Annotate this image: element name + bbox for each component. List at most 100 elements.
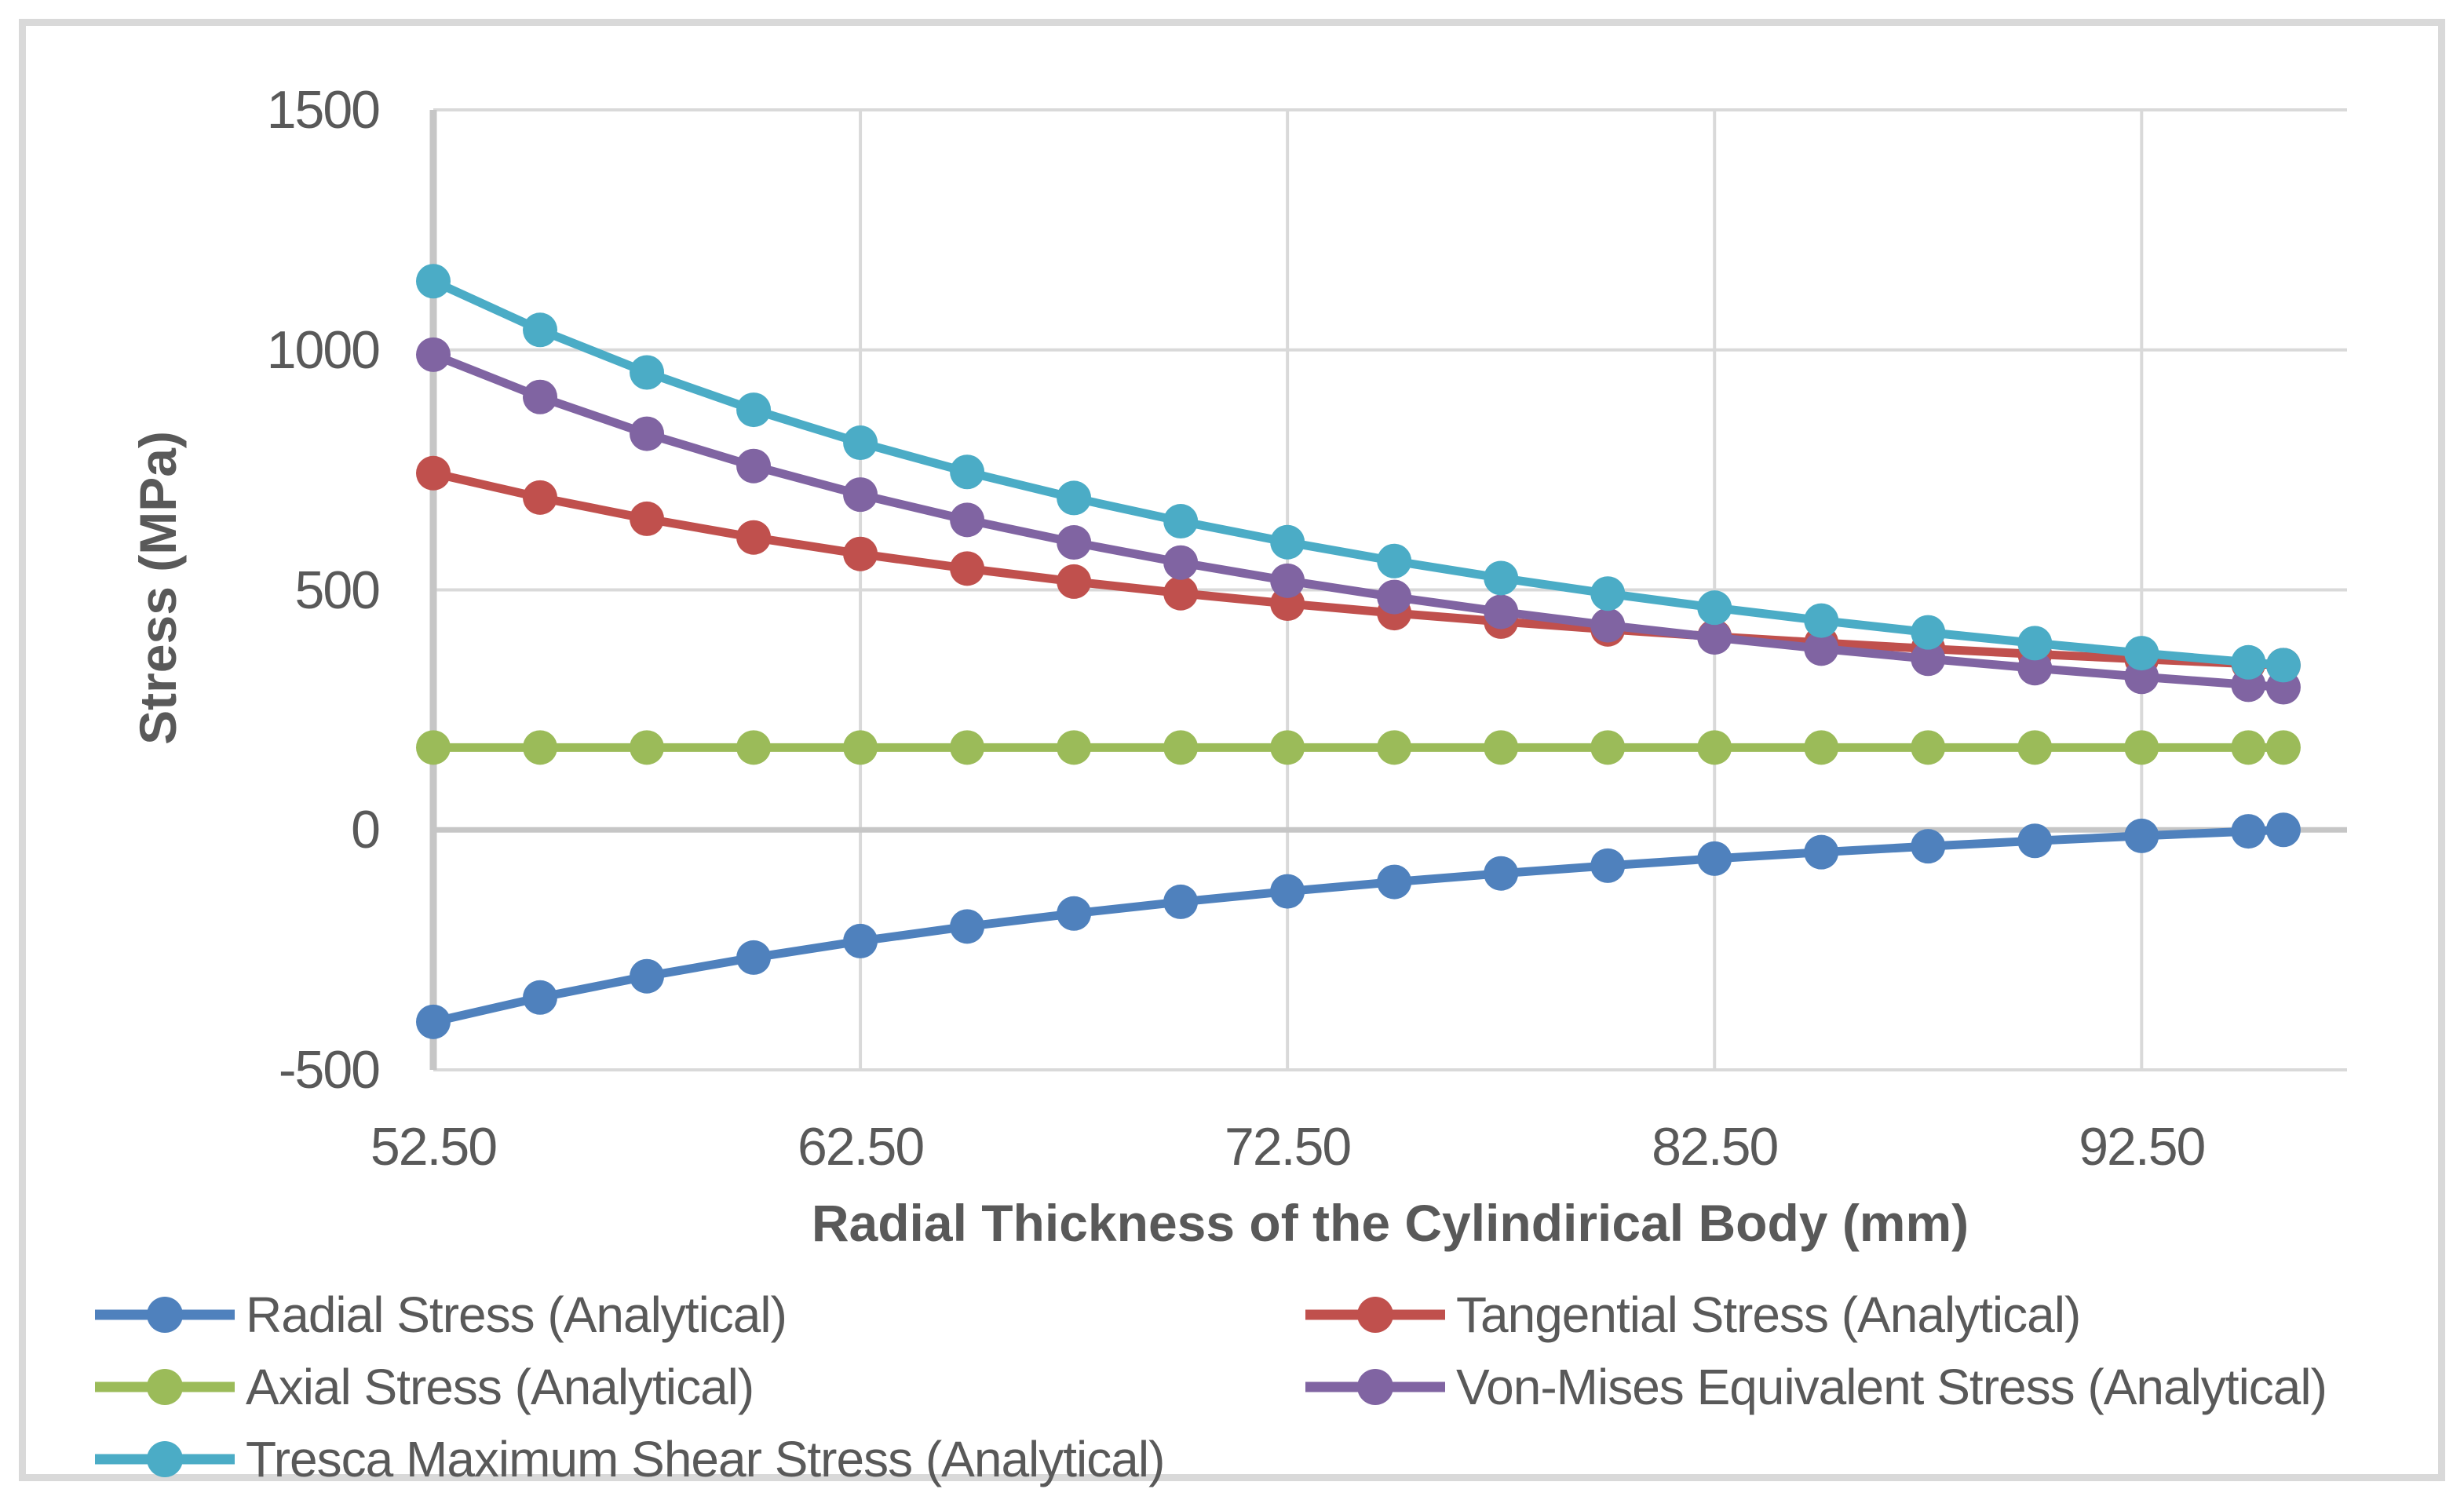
- data-point-marker: [950, 551, 985, 586]
- data-point-marker: [1163, 504, 1199, 539]
- data-point-marker: [2017, 626, 2053, 661]
- data-point-marker: [1377, 543, 1412, 578]
- data-point-marker: [1590, 608, 1626, 643]
- data-point-marker: [736, 448, 772, 484]
- data-point-marker: [2124, 818, 2159, 853]
- y-tick-label: 1000: [266, 319, 381, 380]
- data-point-marker: [843, 425, 878, 461]
- data-point-marker: [1697, 730, 1732, 765]
- data-point-marker: [630, 355, 665, 390]
- data-point-marker: [1270, 524, 1305, 560]
- chart-frame: 1500 1000 500 0 -500 52.50 62.50 72.50 82.50 92.…: [19, 19, 2445, 1487]
- data-point-marker: [1911, 641, 1946, 677]
- data-point-marker: [1057, 564, 1092, 599]
- legend-label: Tangential Stress (Analytical): [1456, 1286, 2081, 1343]
- data-point-marker: [2124, 636, 2159, 671]
- data-point-marker: [2017, 823, 2053, 859]
- data-point-marker: [1804, 730, 1839, 765]
- data-point-marker: [416, 1004, 451, 1039]
- data-point-marker: [630, 730, 665, 765]
- legend-label: Tresca Maximum Shear Stress (Analytical): [246, 1431, 1165, 1487]
- data-point-marker: [1590, 848, 1626, 883]
- data-point-marker: [1057, 480, 1092, 516]
- data-point-marker: [523, 980, 558, 1015]
- data-point-marker: [1804, 834, 1839, 870]
- data-point-marker: [1697, 620, 1732, 655]
- data-point-marker: [630, 958, 665, 994]
- data-point-marker: [1911, 730, 1946, 765]
- data-point-marker: [1163, 545, 1199, 580]
- data-point-marker: [416, 264, 451, 299]
- series-line: [432, 825, 2284, 1027]
- data-point-marker: [2231, 814, 2266, 849]
- legend-label: Radial Stress (Analytical): [246, 1286, 787, 1343]
- data-point-marker: [736, 940, 772, 975]
- y-tick-label: -500: [278, 1040, 381, 1100]
- data-point-marker: [2265, 648, 2301, 683]
- data-point-marker: [523, 730, 558, 765]
- data-point-marker: [523, 480, 558, 515]
- legend-label: Von-Mises Equivalent Stress (Analytical): [1456, 1359, 2327, 1415]
- data-point-marker: [1057, 730, 1092, 765]
- data-point-marker: [950, 909, 985, 944]
- data-point-marker: [2017, 730, 2053, 765]
- data-point-marker: [523, 312, 558, 348]
- legend-item: Radial Stress (Analytical): [95, 1286, 787, 1343]
- data-point-marker: [1804, 631, 1839, 666]
- legend-item: Axial Stress (Analytical): [95, 1359, 754, 1415]
- chart-canvas: [416, 108, 2347, 1071]
- y-tick-label: 500: [294, 560, 381, 620]
- series-von-mises-equivalent-stress-analytical-: [416, 337, 2301, 705]
- x-axis-title: Radial Thickness of the Cylindirical Bod…: [811, 1194, 1969, 1252]
- data-point-marker: [2265, 812, 2301, 848]
- data-point-marker: [1590, 730, 1626, 765]
- data-point-marker: [630, 501, 665, 536]
- data-point-marker: [630, 416, 665, 451]
- legend-label: Axial Stress (Analytical): [246, 1359, 754, 1415]
- data-point-marker: [1697, 590, 1732, 626]
- data-point-marker: [1377, 864, 1412, 900]
- data-point-marker: [1590, 576, 1626, 611]
- data-point-marker: [2017, 651, 2053, 686]
- x-tick-label: 52.50: [370, 1117, 498, 1177]
- data-point-marker: [950, 454, 985, 490]
- legend-marker-icon: [95, 1441, 235, 1477]
- legend-marker-icon: [95, 1297, 235, 1333]
- x-tick-label: 82.50: [1652, 1117, 1779, 1177]
- legend-marker-icon: [95, 1369, 235, 1405]
- data-point-marker: [1057, 896, 1092, 931]
- data-point-marker: [1911, 615, 1946, 650]
- legend-item: Tresca Maximum Shear Stress (Analytical): [95, 1431, 1165, 1487]
- data-point-marker: [843, 730, 878, 765]
- x-tick-label: 92.50: [2079, 1117, 2206, 1177]
- data-point-marker: [2265, 730, 2301, 765]
- series-axial-stress-analytical-: [416, 730, 2301, 765]
- plot-area: [416, 108, 2347, 1071]
- data-point-marker: [950, 502, 985, 538]
- data-point-marker: [416, 455, 451, 491]
- data-point-marker: [1484, 730, 1519, 765]
- data-point-marker: [1163, 730, 1199, 765]
- x-tick-label: 72.50: [1225, 1117, 1352, 1177]
- data-point-marker: [2124, 659, 2159, 695]
- data-point-marker: [1270, 874, 1305, 909]
- data-point-marker: [1377, 730, 1412, 765]
- data-point-marker: [523, 379, 558, 414]
- data-point-marker: [1163, 575, 1199, 611]
- series-tresca-maximum-shear-stress-analytical-: [416, 264, 2301, 683]
- data-point-marker: [1377, 579, 1412, 615]
- series-tangential-stress-analytical-: [416, 455, 2301, 683]
- data-point-marker: [1697, 841, 1732, 876]
- legend-marker-icon: [1305, 1369, 1445, 1405]
- data-point-marker: [736, 520, 772, 555]
- legend-item: Tangential Stress (Analytical): [1305, 1286, 2081, 1343]
- data-point-marker: [1484, 594, 1519, 630]
- x-tick-label: 62.50: [797, 1117, 925, 1177]
- data-point-marker: [1270, 563, 1305, 598]
- data-point-marker: [736, 730, 772, 765]
- data-point-marker: [2231, 730, 2266, 765]
- legend-item: Von-Mises Equivalent Stress (Analytical): [1305, 1359, 2327, 1415]
- y-tick-label: 1500: [266, 80, 381, 140]
- data-point-marker: [416, 730, 451, 765]
